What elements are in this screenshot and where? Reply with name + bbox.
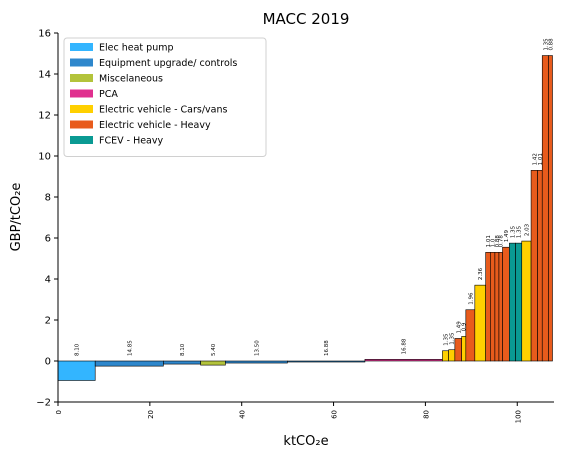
y-tick-label: 16 — [38, 29, 51, 40]
bar-10 — [454, 338, 462, 362]
legend-box — [63, 37, 267, 157]
bar-25 — [548, 55, 553, 362]
bar-7 — [364, 359, 443, 362]
bar-value-label: 0.88 — [495, 235, 501, 248]
bar-4 — [200, 360, 226, 366]
legend-entry-label: Miscelaneous — [99, 74, 163, 85]
legend-swatch — [70, 89, 93, 98]
bars-layer — [57, 55, 553, 381]
y-tick-label: 14 — [38, 70, 51, 81]
y-tick-label: 10 — [38, 152, 51, 163]
y-axis-label: GBP/tCO₂e — [9, 183, 24, 252]
bar-value-label: 1.49 — [456, 321, 462, 334]
legend-entry-label: PCA — [99, 89, 118, 100]
bar-value-label: 1.42 — [532, 153, 538, 165]
bar-21 — [521, 240, 532, 362]
legend-swatch — [70, 105, 93, 113]
bar-1 — [57, 360, 96, 381]
bar-value-label: 1.01 — [538, 153, 544, 165]
bar-value-label: 8.10 — [75, 343, 81, 356]
bar-2 — [94, 360, 164, 367]
bar-value-label: 5.40 — [211, 343, 217, 356]
bar-value-label: 14.85 — [127, 340, 133, 356]
legend-swatch — [70, 58, 93, 67]
legend-entry-label: Electric vehicle - Heavy — [99, 120, 211, 131]
bar-19 — [509, 242, 516, 362]
legend-swatch — [70, 136, 93, 144]
bar-labels-layer: 8.10 14.85 8.10 5.40 13.50 16.88 16.88 1.35 1.35… — [75, 38, 555, 356]
legend-entry-label: Electric vehicle - Cars/vans — [99, 105, 228, 116]
y-tick-label: 2 — [45, 316, 51, 327]
x-tick-label: 100 — [514, 410, 522, 423]
bar-16 — [494, 252, 500, 362]
bar-value-label: 16.88 — [324, 340, 330, 356]
legend-swatch — [70, 74, 93, 82]
bar-value-label: 2.36 — [478, 267, 484, 280]
y-tick-label: 0 — [45, 357, 51, 368]
bar-value-label: 1.35 — [543, 38, 549, 51]
bar-value-label: 1.01 — [486, 235, 492, 247]
bar-value-label: 1.35 — [510, 225, 516, 238]
bar-24 — [541, 55, 549, 362]
bar-17 — [498, 252, 503, 362]
x-tick-label: 80 — [422, 410, 430, 419]
bar-14 — [485, 252, 491, 362]
bar-value-label: 0.78 — [499, 235, 505, 248]
x-axis-label: ktCO₂e — [283, 434, 328, 449]
bar-8 — [442, 350, 449, 362]
bar-18 — [502, 246, 510, 362]
chart-title: MACC 2019 — [263, 10, 350, 28]
legend-swatch — [70, 120, 93, 129]
x-tick-label: 60 — [331, 410, 339, 419]
legend: Elec heat pump Equipment upgrade/ control… — [63, 37, 267, 157]
y-tick-label: −2 — [36, 398, 51, 409]
bar-15 — [490, 252, 496, 362]
bar-6 — [287, 360, 366, 363]
bar-13 — [474, 284, 486, 362]
y-tick-label: 6 — [45, 234, 51, 245]
bar-value-label: 0.88 — [548, 38, 554, 51]
bar-9 — [448, 349, 456, 362]
bar-value-label: 1.35 — [444, 333, 450, 346]
bar-5 — [225, 360, 288, 364]
bar-value-label: 1.35 — [450, 332, 456, 345]
axes-layer: −2 0 2 4 6 8 10 12 14 16 0 20 40 60 80 100 — [36, 29, 554, 423]
bar-20 — [515, 242, 523, 362]
bar-value-label: 1.0 — [491, 238, 497, 247]
bar-value-label: 1.49 — [504, 229, 510, 242]
legend-entry-label: FCEV - Heavy — [99, 136, 163, 147]
y-tick-label: 4 — [45, 275, 51, 286]
bar-value-label: 8.10 — [180, 343, 186, 356]
bar-3 — [163, 360, 201, 365]
y-tick-label: 12 — [38, 111, 51, 122]
bar-12 — [465, 309, 476, 362]
x-tick-label: 20 — [147, 410, 155, 419]
bar-value-label: 16.88 — [402, 338, 408, 354]
bar-value-label: 1.35 — [517, 225, 523, 238]
x-tick-label: 40 — [239, 410, 247, 419]
bar-value-label: 0.9 — [462, 322, 468, 331]
legend-entry-label: Elec heat pump — [99, 43, 174, 54]
y-tick-label: 8 — [45, 193, 51, 204]
legend-swatch — [70, 43, 93, 51]
x-tick-label: 0 — [55, 410, 63, 414]
bar-23 — [537, 170, 543, 362]
bar-22 — [530, 170, 538, 362]
bar-value-label: 1.96 — [468, 292, 474, 305]
bar-value-label: 13.50 — [254, 340, 260, 356]
bar-11 — [461, 336, 467, 362]
bar-value-label: 2.03 — [524, 223, 530, 236]
legend-entry-label: Equipment upgrade/ controls — [99, 58, 237, 69]
